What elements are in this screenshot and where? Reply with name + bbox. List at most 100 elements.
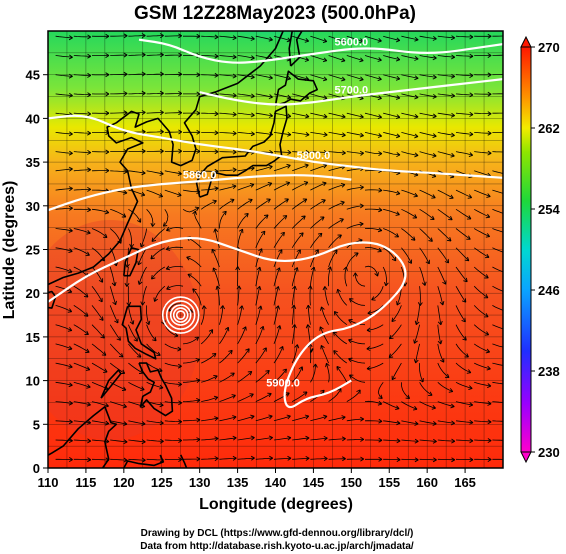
streamline <box>255 437 273 441</box>
streamline <box>154 285 166 302</box>
streamline-arrowhead <box>396 457 401 462</box>
streamline <box>273 215 288 229</box>
streamline <box>383 93 400 99</box>
streamline <box>255 393 272 402</box>
streamline <box>326 363 330 383</box>
streamline-arrowhead <box>466 369 472 374</box>
streamline-arrowhead <box>126 301 132 307</box>
streamline-arrowhead <box>224 326 230 332</box>
streamline-arrowhead <box>137 260 142 266</box>
streamline <box>346 132 364 137</box>
streamline-arrowhead <box>411 236 416 241</box>
streamline-arrowhead <box>469 457 474 463</box>
streamline <box>455 420 474 423</box>
streamline <box>273 198 289 210</box>
streamline-arrowhead <box>187 273 192 278</box>
streamline <box>419 266 426 286</box>
streamline-arrowhead <box>231 394 236 399</box>
streamline-arrowhead <box>232 54 237 60</box>
streamline <box>164 131 182 133</box>
streamline <box>146 131 164 133</box>
streamline <box>91 285 103 303</box>
streamline <box>328 388 342 402</box>
streamline <box>128 343 142 358</box>
streamline-arrowhead <box>505 346 509 350</box>
streamline <box>273 286 279 306</box>
streamline <box>437 324 442 345</box>
streamline <box>401 151 419 156</box>
streamline <box>437 382 453 392</box>
streamline-arrowhead <box>469 53 474 59</box>
streamline <box>292 437 310 441</box>
x-tick-label: 135 <box>227 475 249 490</box>
streamline-arrowhead <box>359 132 364 138</box>
streamline <box>91 208 109 214</box>
streamline <box>391 362 402 380</box>
streamline <box>109 324 121 341</box>
streamline-arrowhead <box>431 194 436 199</box>
streamline <box>309 343 312 364</box>
streamline-arrowhead <box>86 383 91 389</box>
colorbar-tick-label: 254 <box>538 202 560 217</box>
streamline <box>419 55 437 59</box>
streamline-arrowhead <box>296 249 301 254</box>
streamline-arrowhead <box>359 416 365 422</box>
streamline-arrowhead <box>437 340 443 345</box>
streamline <box>150 247 165 260</box>
streamline <box>73 151 91 153</box>
streamline-arrowhead <box>305 304 311 310</box>
streamline-arrowhead <box>505 172 509 176</box>
streamline-arrowhead <box>506 382 510 386</box>
streamline-arrowhead <box>354 252 359 257</box>
streamline <box>164 420 182 423</box>
streamline <box>310 415 328 422</box>
streamline <box>455 286 467 303</box>
streamline-arrowhead <box>413 359 419 364</box>
streamline-arrowhead <box>414 152 419 158</box>
contour-label: 5900.0 <box>266 377 300 389</box>
streamline-arrowhead <box>432 36 437 41</box>
streamline <box>164 189 182 196</box>
streamline-arrowhead <box>314 249 319 254</box>
streamline-arrowhead <box>87 187 92 192</box>
streamline-arrowhead <box>178 33 183 39</box>
streamline <box>55 362 73 368</box>
streamline-arrowhead <box>484 331 490 336</box>
streamline <box>201 396 218 402</box>
streamline-arrowhead <box>391 317 396 323</box>
streamline-arrowhead <box>133 337 138 342</box>
streamline-arrowhead <box>256 266 262 272</box>
colorbar: 270 262 254 246 238 230 <box>520 35 560 464</box>
streamline-arrowhead <box>377 37 382 43</box>
streamline <box>455 55 474 57</box>
streamline-arrowhead <box>396 301 401 306</box>
streamline <box>73 93 91 96</box>
streamline-arrowhead <box>305 113 310 119</box>
streamline <box>201 187 219 191</box>
streamline <box>146 189 163 197</box>
streamline <box>73 55 91 57</box>
streamline <box>109 286 117 305</box>
streamline <box>401 401 418 410</box>
streamline <box>273 112 291 117</box>
streamline-arrowhead <box>425 259 430 265</box>
streamline-arrowhead <box>87 207 92 213</box>
streamline-arrowhead <box>396 152 401 158</box>
streamline <box>492 247 503 253</box>
contour-label: 5700.0 <box>335 85 369 97</box>
streamline <box>273 151 292 153</box>
streamline-arrowhead <box>250 74 255 80</box>
streamline-arrowhead <box>232 184 237 190</box>
streamline-arrowhead <box>485 233 491 238</box>
streamline <box>346 439 364 441</box>
streamline <box>237 326 247 345</box>
streamline <box>166 246 184 250</box>
streamline-arrowhead <box>260 230 266 236</box>
streamline <box>182 399 201 402</box>
streamline-arrowhead <box>247 371 253 376</box>
y-tick-label: 5 <box>33 417 40 432</box>
streamline <box>382 266 387 286</box>
streamline <box>166 285 184 290</box>
streamline-arrowhead <box>232 455 237 461</box>
streamline-arrowhead <box>305 456 310 461</box>
